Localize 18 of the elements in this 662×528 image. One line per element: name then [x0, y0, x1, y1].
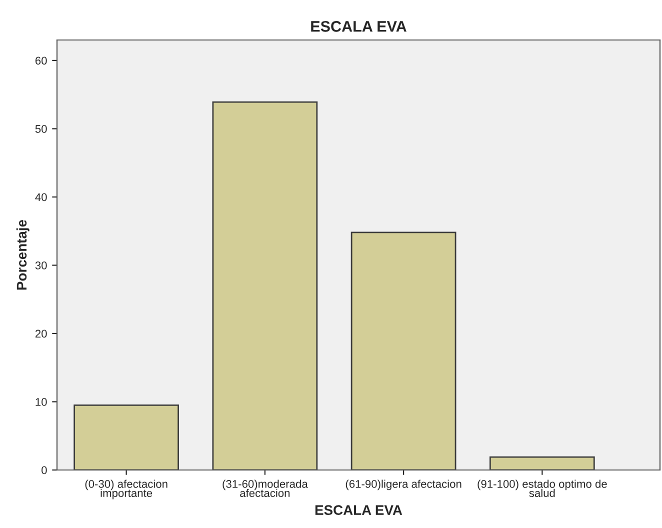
x-tick-label: (91-100) estado optimo de salud [478, 480, 607, 498]
x-tick-label: (61-90)ligera afectacion [346, 480, 462, 490]
x-axis-title: ESCALA EVA [315, 505, 402, 515]
x-tick-label: (0-30) afectacion importante [85, 480, 168, 500]
chart-title: ESCALA EVA [311, 21, 406, 32]
y-tick-label: 20 [35, 330, 47, 338]
y-tick-label: 50 [35, 125, 47, 133]
y-tick-label: 0 [42, 466, 47, 474]
y-tick-label: 30 [35, 262, 47, 270]
bar [489, 456, 595, 470]
y-tick-label: 10 [36, 398, 47, 406]
y-tick-label: 60 [35, 56, 47, 65]
y-axis-title: Porcentaje [16, 220, 30, 290]
y-tick-label: 40 [35, 193, 47, 202]
bar [212, 101, 318, 470]
bar [74, 404, 179, 470]
x-tick-label: (31-60)moderada afectacion [222, 480, 308, 498]
bar [350, 232, 456, 470]
